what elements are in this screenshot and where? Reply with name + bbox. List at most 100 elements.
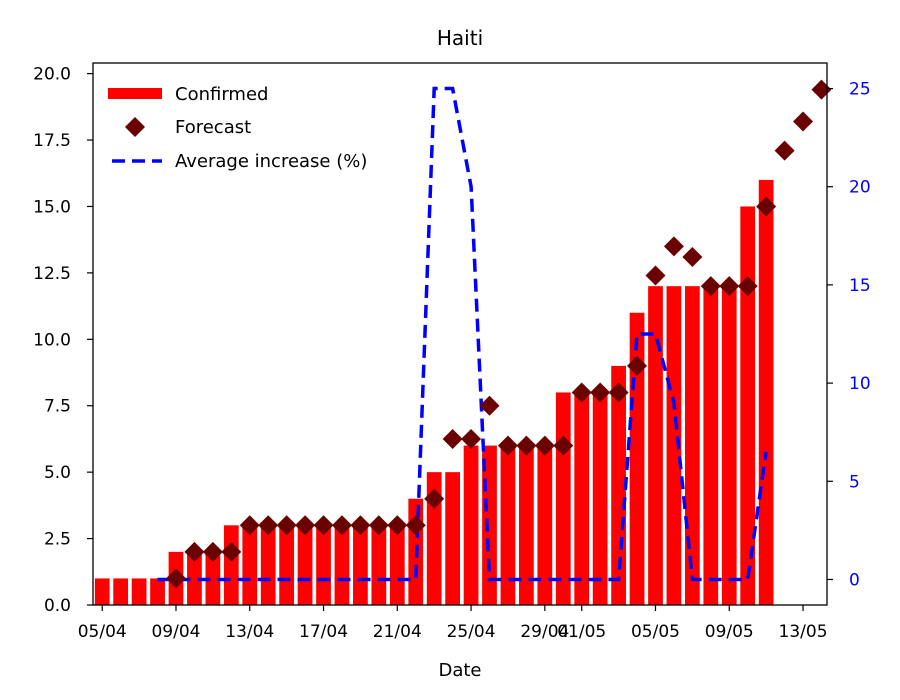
forecast-point-09-04 (165, 568, 186, 589)
x-tick-label: 13/04 (225, 622, 274, 642)
x-tick-label: 09/04 (151, 622, 200, 642)
forecast-point-24-04 (442, 428, 463, 449)
bar-27-04 (500, 445, 516, 605)
forecast-points-group (165, 79, 832, 589)
x-axis-ticks: 05/04 09/04 13/04 17/04 21/04 25/04 29/0401/05… (78, 605, 828, 642)
bar-11-05 (758, 179, 774, 605)
y-tick-label: 7.5 (44, 397, 71, 417)
bar-05-04 (94, 578, 110, 605)
bar-08-05 (703, 286, 719, 605)
y2-axis-ticks: 0 5 10 15 20 25 (827, 80, 871, 590)
bar-28-04 (519, 445, 534, 605)
y-axis-ticks: 0.0 2.5 5.0 7.5 10.0 12.5 15.0 17.5 20.0 (33, 65, 93, 616)
x-tick-label: 29/04 (520, 622, 569, 642)
avg-line-group (157, 86, 768, 582)
forecast-point-26-04 (479, 395, 500, 416)
legend-swatch-confirmed (108, 88, 162, 99)
bar-20-04 (371, 525, 387, 605)
x-axis-label: Date (438, 660, 481, 681)
bar-11-04 (205, 551, 221, 605)
forecast-point-22-04 (405, 515, 426, 536)
forecast-point-14-04 (258, 515, 279, 536)
bar-08-04 (150, 578, 165, 605)
bar-15-04 (279, 525, 295, 605)
bar-07-04 (131, 578, 147, 605)
y2-tick-label: 15 (849, 276, 871, 296)
bars-group (94, 179, 774, 605)
forecast-point-06-05 (663, 236, 684, 257)
forecast-point-11-04 (202, 541, 223, 562)
y-tick-label: 10.0 (33, 330, 71, 350)
forecast-point-20-04 (368, 515, 389, 536)
x-tick-label: 13/05 (779, 622, 828, 642)
forecast-point-10-05 (737, 276, 758, 297)
x-tick-label: 17/04 (299, 622, 348, 642)
bar-18-04 (334, 525, 350, 605)
forecast-point-03-05 (608, 382, 629, 403)
legend-label-forecast: Forecast (175, 117, 251, 138)
forecast-point-07-05 (682, 246, 703, 267)
plot-frame (92, 62, 828, 606)
forecast-point-27-04 (497, 435, 518, 456)
forecast-point-30-04 (553, 435, 574, 456)
x-tick-label: 05/05 (631, 622, 680, 642)
chart-title: Haiti (437, 26, 483, 50)
legend: Confirmed Forecast Average increase (%) (108, 84, 367, 172)
y-tick-label: 0.0 (44, 596, 71, 616)
x-tick-label: 09/05 (705, 622, 754, 642)
y-tick-label: 5.0 (44, 463, 71, 483)
bar-23-04 (426, 472, 442, 605)
forecast-point-23-04 (424, 488, 445, 509)
bar-13-04 (242, 525, 258, 605)
forecast-point-28-04 (516, 435, 537, 456)
bar-12-04 (223, 525, 239, 605)
bar-06-05 (666, 286, 682, 605)
forecast-point-02-05 (590, 382, 611, 403)
x-tick-label: 21/04 (373, 622, 422, 642)
forecast-point-17-04 (313, 515, 334, 536)
bar-10-05 (740, 206, 756, 605)
bar-30-04 (555, 392, 571, 605)
bar-24-04 (445, 472, 460, 605)
forecast-point-29-04 (534, 435, 555, 456)
bar-02-05 (592, 392, 608, 605)
bar-10-04 (187, 551, 202, 605)
y2-tick-label: 10 (849, 374, 871, 394)
bar-25-04 (463, 445, 479, 605)
bar-29-04 (537, 445, 553, 605)
bar-17-04 (316, 525, 331, 605)
x-tick-label: 25/04 (447, 622, 496, 642)
y-tick-label: 15.0 (33, 197, 71, 217)
forecast-point-04-05 (627, 355, 648, 376)
avg-increase-line (157, 86, 768, 582)
forecast-point-13-04 (239, 515, 260, 536)
forecast-point-12-05 (774, 140, 795, 161)
y-tick-label: 2.5 (44, 530, 71, 550)
y2-tick-label: 25 (849, 80, 871, 100)
bar-14-04 (260, 525, 276, 605)
legend-swatch-forecast (125, 117, 145, 137)
forecast-point-08-05 (700, 276, 721, 297)
forecast-point-18-04 (331, 515, 352, 536)
bar-07-05 (684, 286, 700, 605)
forecast-point-11-05 (756, 196, 777, 217)
bar-09-05 (721, 286, 737, 605)
forecast-point-16-04 (295, 515, 316, 536)
forecast-point-21-04 (387, 515, 408, 536)
forecast-point-10-04 (184, 541, 205, 562)
forecast-point-12-04 (221, 541, 242, 562)
y2-tick-label: 20 (849, 178, 871, 198)
y-tick-label: 17.5 (33, 131, 71, 151)
forecast-point-15-04 (276, 515, 297, 536)
y2-tick-label: 0 (849, 570, 860, 590)
y-tick-label: 12.5 (33, 264, 71, 284)
y2-tick-label: 5 (849, 472, 860, 492)
forecast-point-13-05 (793, 111, 814, 132)
x-tick-label: 01/05 (557, 622, 606, 642)
y-tick-label: 20.0 (33, 65, 71, 85)
forecast-point-09-05 (719, 276, 740, 297)
forecast-point-19-04 (350, 515, 371, 536)
legend-label-avg: Average increase (%) (175, 151, 367, 172)
